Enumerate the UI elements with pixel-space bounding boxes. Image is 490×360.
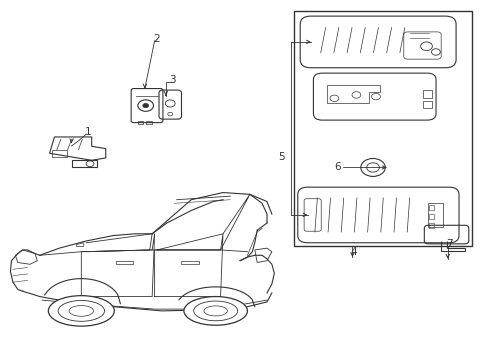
Ellipse shape <box>204 306 227 316</box>
Polygon shape <box>72 160 98 167</box>
Bar <box>423 90 432 98</box>
Bar <box>294 12 472 246</box>
Text: 6: 6 <box>335 162 341 172</box>
Bar <box>52 150 67 157</box>
Polygon shape <box>15 250 37 264</box>
Bar <box>138 121 144 125</box>
Polygon shape <box>255 248 272 262</box>
Ellipse shape <box>184 297 247 325</box>
Bar <box>429 214 434 220</box>
Text: 3: 3 <box>170 75 176 85</box>
Text: 7: 7 <box>446 239 453 249</box>
Bar <box>423 101 432 108</box>
Polygon shape <box>76 243 84 246</box>
Ellipse shape <box>69 306 94 316</box>
Text: 1: 1 <box>84 127 91 137</box>
Circle shape <box>143 103 148 108</box>
Ellipse shape <box>49 296 114 326</box>
Bar <box>116 261 133 264</box>
Text: 4: 4 <box>350 247 357 257</box>
Bar <box>429 223 434 228</box>
Text: 2: 2 <box>153 34 159 44</box>
Polygon shape <box>49 137 106 160</box>
Ellipse shape <box>58 301 104 321</box>
Bar <box>428 203 442 227</box>
Bar <box>181 261 198 264</box>
Ellipse shape <box>194 301 238 321</box>
Bar <box>147 121 152 125</box>
Text: 5: 5 <box>278 152 285 162</box>
Bar <box>429 205 434 211</box>
